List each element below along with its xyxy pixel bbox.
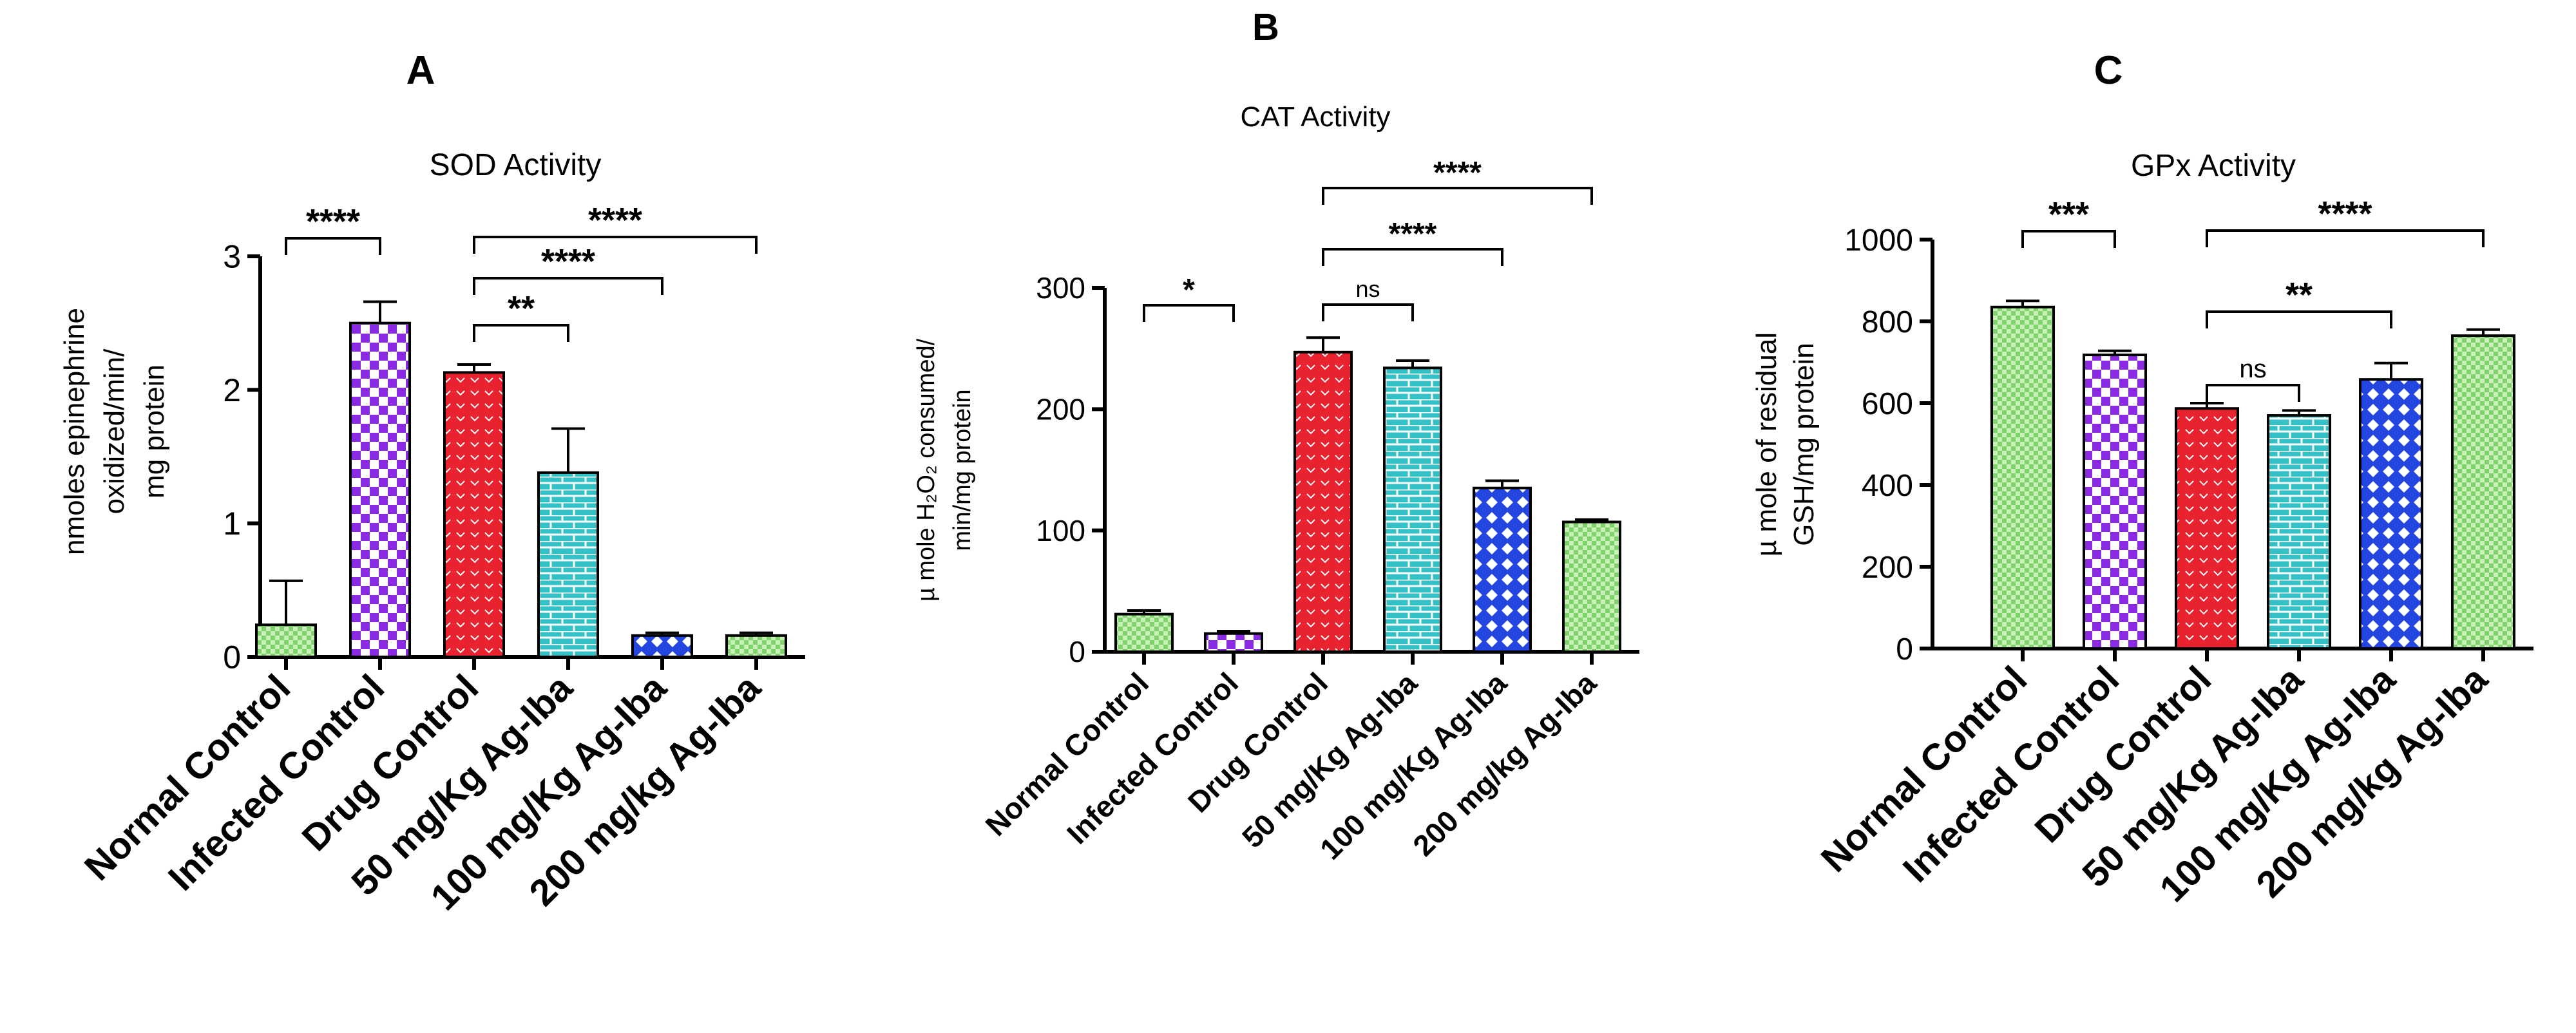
bar	[725, 634, 787, 658]
chart-title: GPx Activity	[2131, 149, 2296, 183]
significance-label: ***	[2048, 195, 2089, 234]
significance-label: ****	[306, 202, 360, 241]
y-axis-label-line: GSH/mg protein	[1788, 343, 1820, 545]
bar	[1204, 632, 1263, 653]
bar	[631, 634, 693, 658]
significance-bracket	[2206, 229, 2485, 247]
significance-bracket	[1322, 303, 1414, 321]
significance-bracket	[1322, 248, 1503, 266]
chart-title: CAT Activity	[1240, 101, 1390, 133]
significance-bracket	[2021, 230, 2116, 248]
y-tick-label: 1000	[1844, 223, 1913, 258]
y-tick-label: 100	[1036, 514, 1085, 547]
significance-bracket	[473, 236, 758, 254]
bar	[1114, 612, 1174, 653]
bar	[537, 471, 599, 658]
significance-bracket	[2206, 384, 2300, 402]
bar	[2359, 378, 2423, 650]
y-tick-label: 0	[1896, 632, 1913, 667]
y-tick-label: 0	[223, 640, 241, 676]
significance-label: *	[1183, 273, 1195, 307]
bar	[2267, 414, 2331, 650]
panel-b: B CAT Activity µ mole H₂O₂ consumed/min/mg…	[913, 6, 1639, 866]
bar	[1562, 520, 1621, 653]
significance-label: ns	[2239, 355, 2266, 383]
y-tick-label: 200	[1036, 392, 1085, 426]
y-tick-label: 200	[1862, 551, 1913, 585]
y-axis-label-line: oxidized/min/	[99, 348, 130, 515]
y-axis-label: nmoles epinephrine oxidized/min/mg protei…	[59, 308, 170, 555]
bar	[2451, 334, 2515, 650]
x-category-label: Normal Control	[979, 666, 1155, 842]
bar	[1990, 305, 2055, 650]
y-tick-label: 600	[1862, 387, 1913, 421]
bar	[443, 371, 505, 658]
bar	[2083, 354, 2147, 650]
y-tick-label: 0	[1069, 635, 1085, 668]
significance-bracket	[2206, 310, 2392, 328]
panel-c: C GPx Activity µ mole of residual GSH/mg pr…	[1751, 48, 2533, 910]
bar	[349, 321, 411, 658]
significance-bracket	[473, 324, 569, 342]
significance-label: ****	[1389, 217, 1437, 251]
y-axis-label-line: µ mole of residual	[1751, 332, 1782, 556]
y-axis-label-line: mg protein	[138, 365, 170, 498]
panel-letter: C	[2094, 48, 2123, 93]
y-axis-label: µ mole H₂O₂ consumed/min/mg protein	[913, 338, 976, 602]
significance-label: ****	[541, 242, 595, 281]
y-axis-label-line: µ mole H₂O₂ consumed/	[913, 338, 940, 602]
y-axis-label-line: nmoles epinephrine	[59, 308, 90, 555]
bar	[1473, 486, 1532, 653]
bar	[1383, 366, 1442, 653]
significance-label: **	[508, 289, 535, 328]
x-category-label: Infected Control	[1060, 666, 1245, 850]
y-tick-label: 1	[223, 506, 241, 542]
significance-label: ****	[1433, 156, 1482, 190]
significance-label: ****	[588, 201, 642, 240]
y-tick-label: 3	[223, 239, 241, 275]
panel-a: A SOD Activity nmoles epinephrine oxidized/…	[59, 48, 805, 918]
y-tick-label: 300	[1036, 271, 1085, 305]
significance-bracket	[285, 237, 381, 255]
significance-bracket	[473, 277, 663, 295]
significance-label: **	[2285, 276, 2313, 314]
bar	[1293, 350, 1353, 653]
significance-label: ****	[2318, 194, 2372, 233]
y-tick-label: 800	[1862, 305, 1913, 339]
significance-label: ns	[1355, 276, 1380, 302]
panel-letter: B	[1252, 6, 1279, 48]
bar	[255, 623, 317, 658]
significance-bracket	[1143, 304, 1235, 322]
bar	[2175, 407, 2239, 650]
y-tick-label: 400	[1862, 469, 1913, 503]
y-tick-label: 2	[223, 372, 241, 408]
panel-letter: A	[406, 48, 435, 93]
chart-title: SOD Activity	[430, 148, 602, 182]
significance-bracket	[1322, 187, 1593, 205]
y-axis-label: µ mole of residual GSH/mg protein	[1751, 332, 1820, 556]
y-axis-label-line: min/mg protein	[949, 389, 976, 551]
